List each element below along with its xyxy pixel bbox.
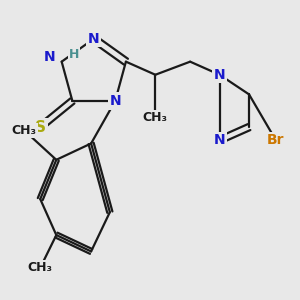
Text: Br: Br (267, 133, 285, 147)
Text: N: N (214, 133, 225, 147)
Text: CH₃: CH₃ (143, 111, 168, 124)
Text: N: N (88, 32, 100, 46)
Text: N: N (110, 94, 121, 108)
Text: H: H (69, 48, 80, 61)
Text: CH₃: CH₃ (12, 124, 37, 137)
Text: N: N (44, 50, 56, 64)
Text: CH₃: CH₃ (28, 261, 53, 274)
Text: S: S (35, 120, 46, 135)
Text: N: N (214, 68, 225, 82)
